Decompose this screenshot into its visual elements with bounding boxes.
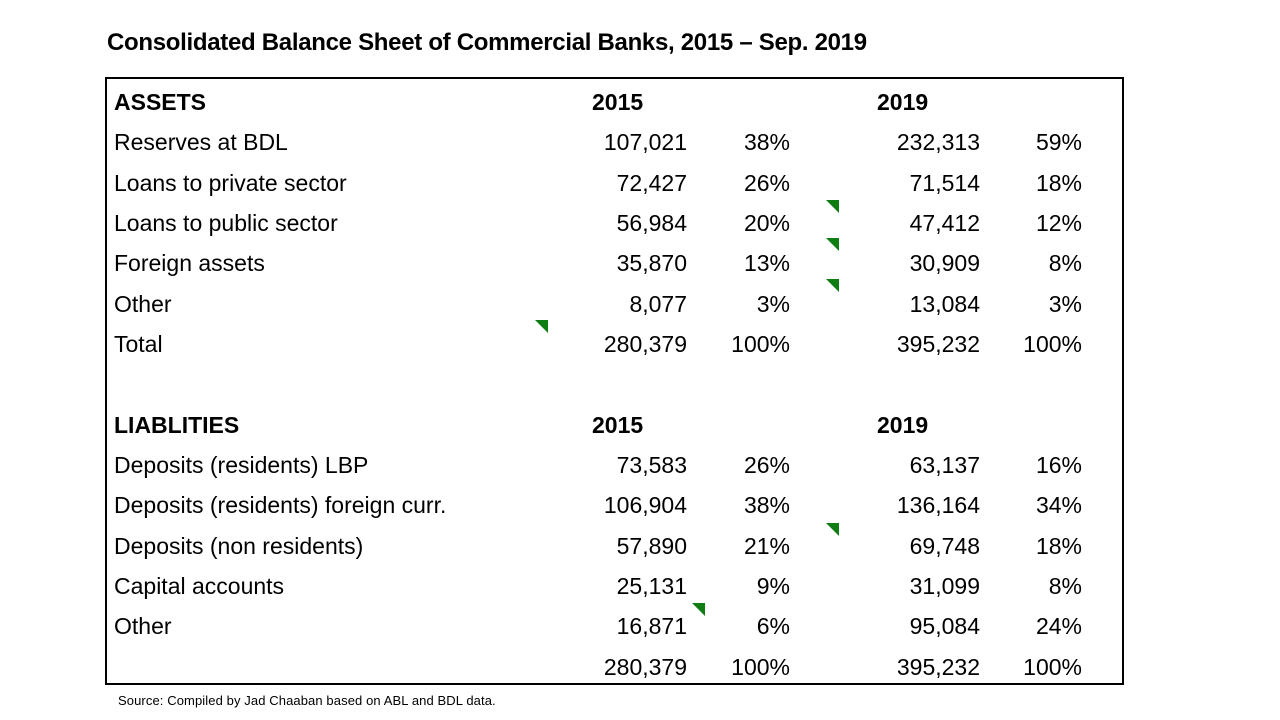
cell-2019-value: 13,084 [909, 290, 980, 317]
cell-2015-share: 38% [743, 129, 790, 156]
cell-2015-value: 72,427 [616, 169, 687, 196]
cell-2019-value: 31,099 [909, 573, 980, 600]
cell-2019-value: 63,137 [909, 452, 980, 479]
cell-2019-value: 69,748 [909, 532, 980, 559]
cell-label: ASSETS [114, 89, 207, 115]
cell-2019-share: 12% [1035, 210, 1082, 237]
table-row: Capital accounts 25,131 9% 31,099 8% [107, 566, 1122, 606]
table-row: 280,379 100% 395,232 100% [107, 647, 1122, 687]
cell-2019-share [986, 405, 1082, 445]
cell-2019-value [840, 364, 980, 404]
cell-label: LIABLITIES [114, 411, 240, 438]
balance-sheet-table: ASSETS 2015 2019 Reserves at BDL 107,021… [105, 77, 1124, 685]
cell-2019-share: 16% [1035, 452, 1082, 479]
cell-2015-value: 106,904 [603, 492, 687, 519]
cell-2019-share: 100% [1023, 331, 1082, 358]
table-row: Other 8,077 3% 13,084 3% [107, 284, 1122, 324]
table-row: Deposits (residents) LBP 73,583 26% 63,1… [107, 445, 1122, 485]
cell-label: Foreign assets [114, 250, 265, 277]
table-row: Loans to public sector 56,984 20% 47,412… [107, 203, 1122, 243]
cell-2019-value: 136,164 [896, 492, 980, 519]
table-row: Foreign assets 35,870 13% 30,909 8% [107, 243, 1122, 283]
cell-2015-value: 280,379 [603, 653, 687, 680]
balance-table-rows: ASSETS 2015 2019 Reserves at BDL 107,021… [107, 79, 1122, 687]
cell-label: Other [114, 613, 172, 640]
cell-2015-share: 26% [743, 452, 790, 479]
cell-label [114, 364, 544, 404]
cell-2015-share: 21% [743, 532, 790, 559]
cell-label: Deposits (residents) LBP [114, 452, 369, 479]
cell-2015-share: 6% [756, 613, 790, 640]
table-row: LIABLITIES 2015 2019 [107, 405, 1122, 445]
table-row: Other 16,871 6% 95,084 24% [107, 606, 1122, 646]
cell-2019-share: 100% [1023, 653, 1082, 680]
cell-2019-share: 3% [1048, 290, 1082, 317]
cell-2015-share: 100% [731, 653, 790, 680]
page-title: Consolidated Balance Sheet of Commercial… [107, 29, 867, 56]
cell-label [114, 647, 544, 687]
cell-2019-value: 2019 [877, 89, 929, 115]
source-note: Source: Compiled by Jad Chaaban based on… [118, 693, 496, 708]
cell-label: Capital accounts [114, 573, 285, 600]
cell-2019-value: 395,232 [896, 331, 980, 358]
cell-2019-value: 395,232 [896, 653, 980, 680]
cell-label: Reserves at BDL [114, 129, 288, 156]
cell-2015-value: 107,021 [603, 129, 687, 156]
cell-2019-value: 71,514 [909, 169, 980, 196]
cell-2019-share: 18% [1035, 532, 1082, 559]
cell-2015-value: 8,077 [629, 290, 687, 317]
cell-2015-value: 25,131 [616, 573, 687, 600]
cell-label: Other [114, 290, 172, 317]
cell-2015-share: 26% [743, 169, 790, 196]
cell-2019-share: 24% [1035, 613, 1082, 640]
table-row: Loans to private sector 72,427 26% 71,51… [107, 163, 1122, 203]
cell-2015-value: 2015 [592, 411, 644, 438]
cell-2015-value: 57,890 [616, 532, 687, 559]
table-row: Deposits (residents) foreign curr. 106,9… [107, 485, 1122, 525]
cell-2019-share [986, 364, 1082, 404]
cell-2015-value: 16,871 [616, 613, 687, 640]
cell-2015-value: 280,379 [603, 331, 687, 358]
cell-2015-share: 13% [743, 250, 790, 277]
cell-label: Loans to public sector [114, 210, 338, 237]
cell-2019-value: 2019 [877, 411, 929, 438]
cell-2015-share: 100% [731, 331, 790, 358]
cell-2019-value: 95,084 [909, 613, 980, 640]
cell-2015-value: 35,870 [616, 250, 687, 277]
cell-label: Loans to private sector [114, 169, 347, 196]
cell-2019-value: 232,313 [896, 129, 980, 156]
table-row: Total 280,379 100% 395,232 100% [107, 324, 1122, 364]
cell-2015-value [547, 364, 687, 404]
cell-2015-value: 73,583 [616, 452, 687, 479]
cell-2019-value: 30,909 [909, 250, 980, 277]
cell-2019-share: 34% [1035, 492, 1082, 519]
table-row: ASSETS 2015 2019 [107, 82, 1122, 122]
cell-2019-share: 59% [1035, 129, 1082, 156]
table-row [107, 364, 1122, 404]
cell-2019-share [986, 82, 1082, 122]
cell-2015-share [693, 405, 790, 445]
cell-2015-share: 38% [743, 492, 790, 519]
cell-2015-share: 9% [756, 573, 790, 600]
cell-label: Deposits (residents) foreign curr. [114, 492, 447, 519]
table-row: Reserves at BDL 107,021 38% 232,313 59% [107, 122, 1122, 162]
cell-2015-share: 20% [743, 210, 790, 237]
cell-label: Deposits (non residents) [114, 532, 364, 559]
table-row: Deposits (non residents) 57,890 21% 69,7… [107, 526, 1122, 566]
cell-2019-share: 8% [1048, 573, 1082, 600]
cell-2015-share: 3% [756, 290, 790, 317]
cell-2015-value: 56,984 [616, 210, 687, 237]
cell-2019-share: 8% [1048, 250, 1082, 277]
cell-2015-share [693, 364, 790, 404]
cell-2019-value: 47,412 [909, 210, 980, 237]
cell-label: Total [114, 331, 163, 358]
cell-2019-share: 18% [1035, 169, 1082, 196]
cell-2015-value: 2015 [592, 89, 644, 115]
cell-2015-share [693, 82, 790, 122]
